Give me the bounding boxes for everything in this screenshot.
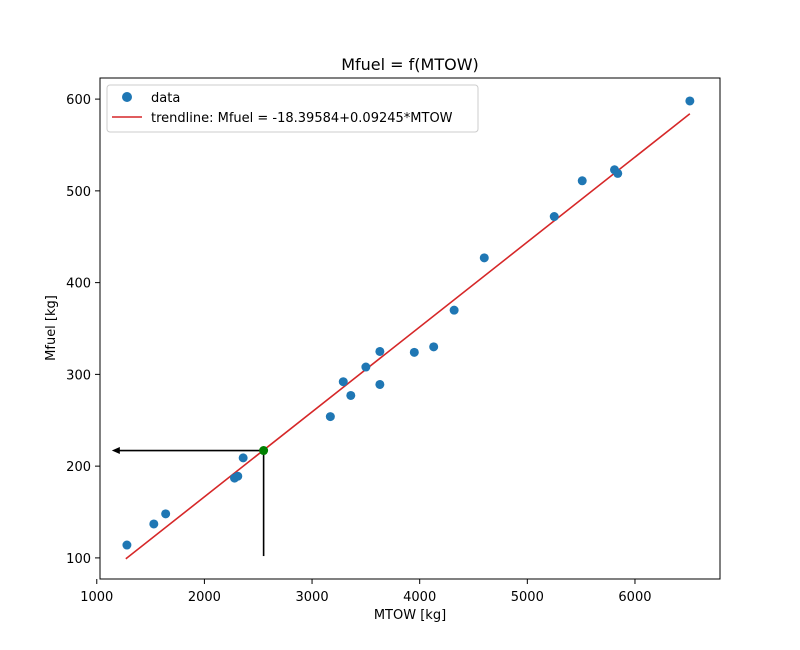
data-point xyxy=(409,347,419,357)
legend-data-marker xyxy=(122,92,132,102)
data-point xyxy=(429,342,439,352)
x-axis-ticks: 1000 2000 3000 4000 5000 6000 xyxy=(80,579,652,605)
legend-trendline-label: trendline: Mfuel = -18.39584+0.09245*MTO… xyxy=(151,111,453,126)
data-point xyxy=(233,471,243,481)
data-point xyxy=(479,253,489,263)
data-point xyxy=(449,305,459,315)
legend: data trendline: Mfuel = -18.39584+0.0924… xyxy=(106,84,479,133)
data-point xyxy=(375,379,385,389)
highlight-point xyxy=(259,446,269,456)
y-axis-label: Mfuel [kg] xyxy=(44,295,59,361)
legend-data-label: data xyxy=(151,91,180,106)
x-tick-label: 2000 xyxy=(188,590,221,605)
legend-box xyxy=(106,84,479,133)
data-point xyxy=(238,453,248,463)
trendline-layer xyxy=(125,113,691,560)
x-tick-label: 1000 xyxy=(80,590,113,605)
trendline xyxy=(125,113,691,560)
x-tick-label: 4000 xyxy=(403,590,436,605)
data-point xyxy=(338,377,348,387)
y-axis-ticks: 100 200 300 400 500 600 xyxy=(66,93,100,567)
data-point xyxy=(613,168,623,178)
plot-area xyxy=(99,77,721,580)
data-point xyxy=(346,390,356,400)
y-tick-label: 300 xyxy=(66,368,91,383)
x-tick-label: 6000 xyxy=(618,590,651,605)
y-tick-label: 200 xyxy=(66,460,91,475)
y-tick-label: 500 xyxy=(66,185,91,200)
y-tick-label: 600 xyxy=(66,93,91,108)
data-point xyxy=(375,346,385,356)
data-point xyxy=(577,176,587,186)
data-point xyxy=(161,509,171,519)
data-point xyxy=(685,96,695,106)
x-axis-label: MTOW [kg] xyxy=(374,608,446,623)
data-point xyxy=(549,212,559,222)
data-point xyxy=(361,362,371,372)
data-point xyxy=(325,412,335,422)
y-tick-label: 400 xyxy=(66,277,91,292)
data-point xyxy=(149,519,159,529)
annotation-arrowhead xyxy=(111,447,120,455)
x-tick-label: 5000 xyxy=(511,590,544,605)
data-points-layer xyxy=(122,96,695,550)
data-point xyxy=(122,540,132,550)
annotation-layer xyxy=(111,447,265,557)
y-tick-label: 100 xyxy=(66,552,91,567)
chart-title: Mfuel = f(MTOW) xyxy=(341,55,479,74)
x-tick-label: 3000 xyxy=(296,590,329,605)
